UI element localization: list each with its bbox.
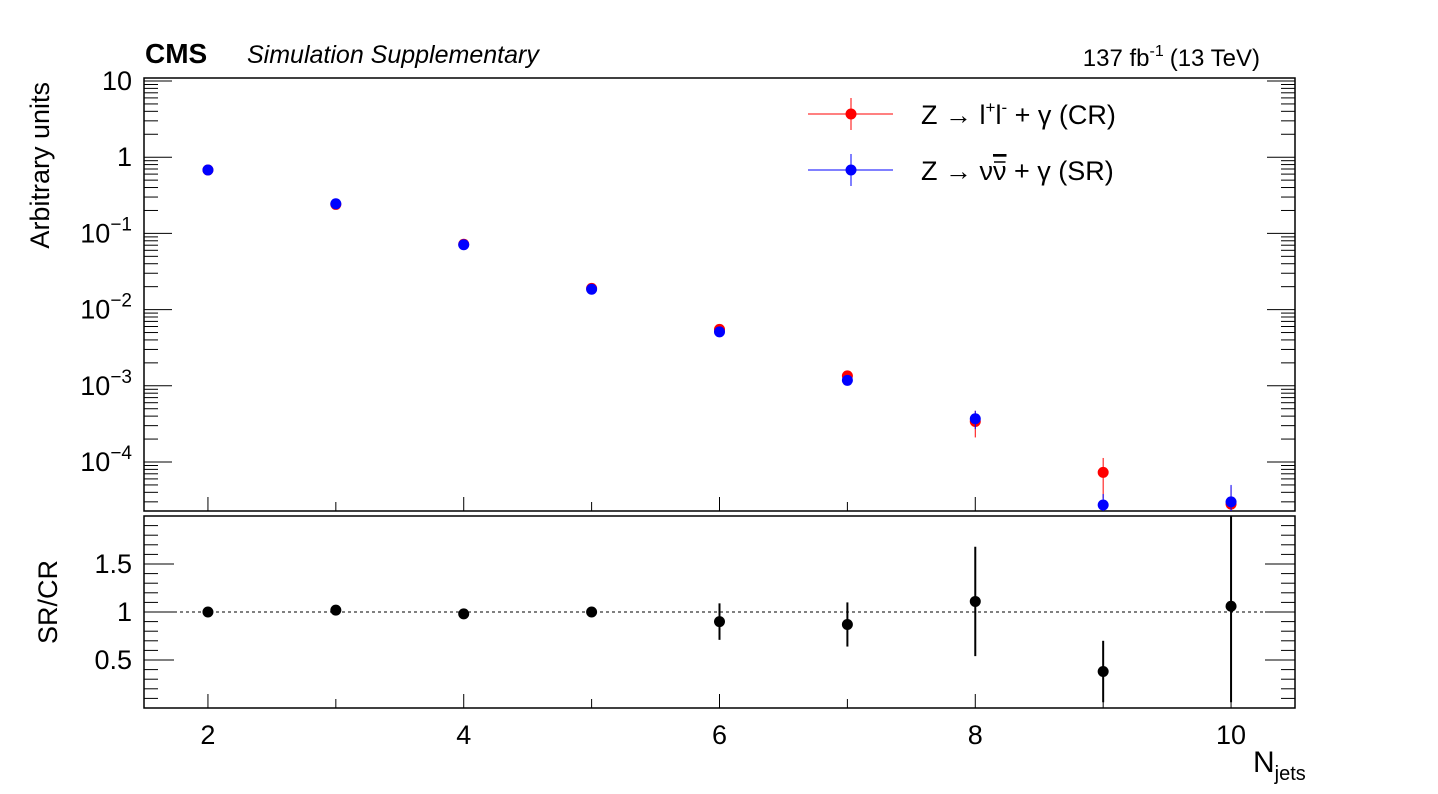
- series-sr: [202, 164, 1237, 511]
- x-tick-label: 10: [1216, 720, 1246, 750]
- legend-label: Z → l+l- + γ (CR): [921, 98, 1116, 130]
- x-tick-label: 4: [456, 720, 471, 750]
- y-tick-label-base: 10: [80, 295, 110, 325]
- ratio-axis-ticks: 2 4 6 8 10 0.5 1 1.5: [94, 515, 1295, 750]
- y-tick-label: 10−2: [80, 291, 132, 325]
- legend-sup: -: [1001, 98, 1007, 117]
- legend-nubar: ν: [993, 156, 1007, 186]
- y-tick-label: 10: [102, 66, 132, 96]
- y-tick-label-base: 10: [80, 447, 110, 477]
- legend-text: + γ (SR): [1007, 156, 1114, 186]
- legend-marker: [845, 108, 857, 120]
- ratio-point: [714, 616, 725, 628]
- ratio-point: [969, 595, 981, 607]
- y-tick-label: 10−1: [80, 214, 132, 248]
- legend: Z → l+l- + γ (CR) Z → νν + γ (SR): [808, 98, 1116, 186]
- y-tick-label-exponent: −3: [110, 367, 132, 388]
- ratio-point: [330, 604, 342, 616]
- data-point: [458, 239, 470, 251]
- y-tick-label: 0.5: [94, 645, 132, 675]
- main-y-axis-label: Arbitrary units: [25, 82, 55, 249]
- y-tick-label-exponent: −1: [110, 214, 132, 235]
- cms-label: CMS: [145, 38, 207, 69]
- legend-sup: +: [986, 98, 996, 117]
- ratio-data-points: [202, 516, 1237, 703]
- legend-text: l: [995, 100, 1001, 130]
- data-point: [1097, 499, 1109, 511]
- data-point: [202, 164, 214, 176]
- main-panel-frame: [143, 77, 1296, 512]
- y-tick-label: 1: [117, 142, 132, 172]
- x-axis-label-base: N: [1253, 746, 1275, 779]
- lumi-value: 137 fb: [1083, 45, 1150, 72]
- y-tick-label-exponent: −4: [110, 443, 132, 464]
- y-tick-label-exponent: −2: [110, 291, 132, 312]
- lumi-exponent: -1: [1149, 43, 1163, 60]
- ratio-point: [458, 608, 470, 620]
- x-tick-label: 6: [712, 720, 727, 750]
- y-tick-label-base: 10: [80, 371, 110, 401]
- data-point: [1225, 496, 1237, 508]
- legend-marker: [845, 164, 857, 176]
- y-tick-label-base: 10: [80, 218, 110, 248]
- y-tick-label-base: 10: [102, 66, 132, 96]
- data-point: [714, 326, 725, 338]
- simulation-label: Simulation Supplementary: [247, 41, 540, 69]
- ratio-point: [202, 606, 214, 618]
- y-tick-label: 1.5: [94, 549, 132, 579]
- data-point: [330, 198, 342, 210]
- legend-text: + γ (CR): [1007, 100, 1116, 130]
- y-tick-label: 1: [117, 597, 132, 627]
- ratio-point: [586, 606, 598, 618]
- ratio-point: [1097, 666, 1109, 678]
- data-point: [841, 374, 853, 386]
- series-cr: [202, 164, 1237, 511]
- ratio-point: [841, 618, 853, 630]
- x-tick-label: 8: [968, 720, 983, 750]
- legend-text: Z → l: [921, 100, 986, 130]
- data-point: [586, 283, 598, 295]
- main-data-points: [202, 164, 1237, 511]
- data-point: [1097, 466, 1109, 478]
- lumi-label: 137 fb-1 (13 TeV): [1083, 43, 1260, 72]
- x-tick-label: 2: [200, 720, 215, 750]
- x-axis-label: Njets: [1253, 746, 1306, 785]
- energy-label: (13 TeV): [1170, 45, 1260, 72]
- ratio-point: [1225, 600, 1237, 612]
- legend-entry-cr: Z → l+l- + γ (CR): [808, 98, 1116, 130]
- ratio-y-axis-label: SR/CR: [33, 560, 63, 644]
- data-point: [969, 413, 981, 425]
- legend-entry-sr: Z → νν + γ (SR): [808, 154, 1114, 186]
- y-tick-label: 10−4: [80, 443, 132, 477]
- legend-text: Z → ν: [921, 156, 993, 186]
- y-tick-label: 10−3: [80, 367, 132, 401]
- x-axis-label-sub: jets: [1274, 763, 1306, 785]
- y-tick-label-base: 1: [117, 142, 132, 172]
- legend-label: Z → νν + γ (SR): [921, 156, 1114, 186]
